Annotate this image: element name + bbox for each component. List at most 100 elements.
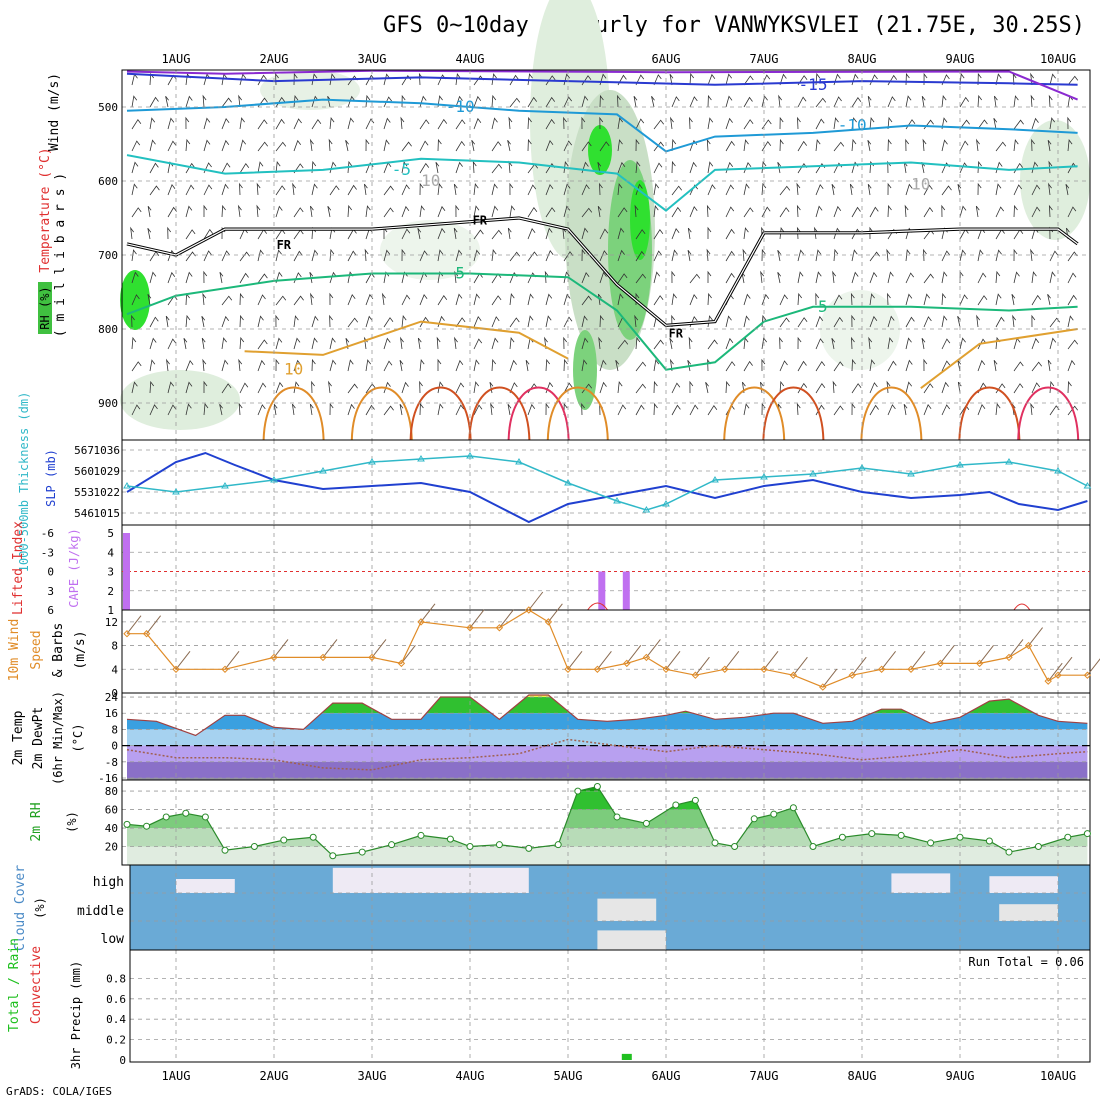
temp-band <box>127 695 1088 698</box>
date-label-top: 3AUG <box>358 52 387 66</box>
thickness-marker <box>564 479 572 486</box>
wind-barb <box>257 74 267 86</box>
wind-barb <box>167 140 177 152</box>
contour-label: -10 <box>446 97 475 116</box>
wind-barb <box>796 402 801 416</box>
wind-barb <box>653 74 662 86</box>
rh-marker <box>672 801 680 809</box>
wind-barb-10m <box>724 650 740 670</box>
thickness-marker <box>613 497 621 504</box>
wind-barb <box>815 183 824 196</box>
wind-barb <box>617 94 621 108</box>
wind-barb <box>689 116 693 130</box>
wind-barb <box>239 336 245 350</box>
wind-barb <box>545 227 553 240</box>
rh-band <box>127 846 1088 865</box>
wind-barb <box>671 382 681 394</box>
wind-barb <box>203 228 214 240</box>
wind-barb <box>869 117 875 130</box>
warm-contour <box>350 386 413 441</box>
wind-barb <box>941 315 948 328</box>
wind-barb <box>995 141 1007 152</box>
cloud-high-block <box>332 867 529 893</box>
wind-barb <box>437 95 443 108</box>
wind-barb <box>545 183 554 196</box>
wind-barb <box>1048 182 1052 196</box>
rh-marker <box>250 843 258 851</box>
wind-barb <box>509 251 521 262</box>
wind-barb <box>545 358 551 372</box>
wind-barb <box>868 336 873 350</box>
wind-barb <box>815 118 825 130</box>
rh-marker <box>897 831 905 839</box>
wind-barb <box>1031 361 1043 372</box>
wind-speed-marker <box>1054 671 1062 679</box>
wind-barb <box>545 315 552 328</box>
upper-air-ytick: 800 <box>98 323 118 336</box>
cloud-high-block <box>176 879 235 893</box>
cape-bar <box>123 533 130 610</box>
wind-barb <box>399 403 404 416</box>
ylabel-total-rain: Total / Rain <box>7 938 22 1032</box>
wind-barb <box>689 273 701 284</box>
wind-barb <box>1067 405 1079 416</box>
temp-band <box>127 729 1088 746</box>
wind-barb <box>815 139 821 152</box>
wind-barb <box>1031 206 1041 218</box>
wind-barb <box>203 402 209 416</box>
wind-barb <box>131 118 142 130</box>
wind-barb <box>183 337 188 350</box>
rh-marker <box>691 796 699 804</box>
wind-barb <box>1013 271 1020 284</box>
wind-barb <box>887 160 892 174</box>
ylabel-thickness: 1000-500mb Thickness (dm) <box>17 392 31 573</box>
wind-barb <box>671 227 680 240</box>
wind-barb <box>491 249 497 262</box>
wind-barb <box>653 205 659 218</box>
wind-barb <box>383 117 391 130</box>
wind-barb <box>653 162 663 174</box>
thickness-marker <box>123 482 131 489</box>
wind-barb <box>563 293 571 306</box>
wind-barb <box>851 206 861 218</box>
wind-barb <box>1067 75 1079 86</box>
cape-ytick: 1 <box>107 604 114 617</box>
wind-barb <box>167 183 176 196</box>
wind-barb <box>383 337 391 350</box>
wind-barb <box>905 138 910 152</box>
wind-barb <box>149 96 159 108</box>
wind-barb <box>563 161 569 174</box>
wind-barb <box>527 403 536 416</box>
wind-barb <box>527 251 538 262</box>
wind-barb <box>275 185 286 196</box>
wind-barb <box>527 138 532 152</box>
wind-barb <box>185 229 196 240</box>
wind-speed-marker <box>1083 671 1092 679</box>
wind-barb <box>311 315 319 328</box>
thickness-marker <box>221 482 229 489</box>
wind-barb <box>455 382 465 394</box>
wind-barb <box>436 336 441 350</box>
wind-barb <box>491 94 497 108</box>
wind-barb <box>832 380 837 394</box>
wind-barb <box>491 295 502 306</box>
wind-barb <box>545 118 555 130</box>
wind-barb <box>527 116 532 130</box>
cape-bar <box>622 571 630 610</box>
wind-barb-10m <box>881 650 896 670</box>
li-ytick: -3 <box>41 546 54 559</box>
temp-band <box>127 697 1088 714</box>
wind-barb <box>581 227 589 240</box>
wind-barb <box>221 295 233 306</box>
wind-barb <box>1049 317 1061 328</box>
wind-barb <box>833 205 842 218</box>
wind-barb <box>833 227 841 240</box>
rh-shading <box>1020 120 1090 240</box>
wind-barb <box>617 139 623 152</box>
wind-barb <box>490 402 495 416</box>
wind-barb <box>185 205 193 218</box>
wind-barb <box>617 161 626 174</box>
li-ytick: 6 <box>47 604 54 617</box>
wind-barb <box>419 402 424 416</box>
wind-barb-10m <box>910 650 926 670</box>
